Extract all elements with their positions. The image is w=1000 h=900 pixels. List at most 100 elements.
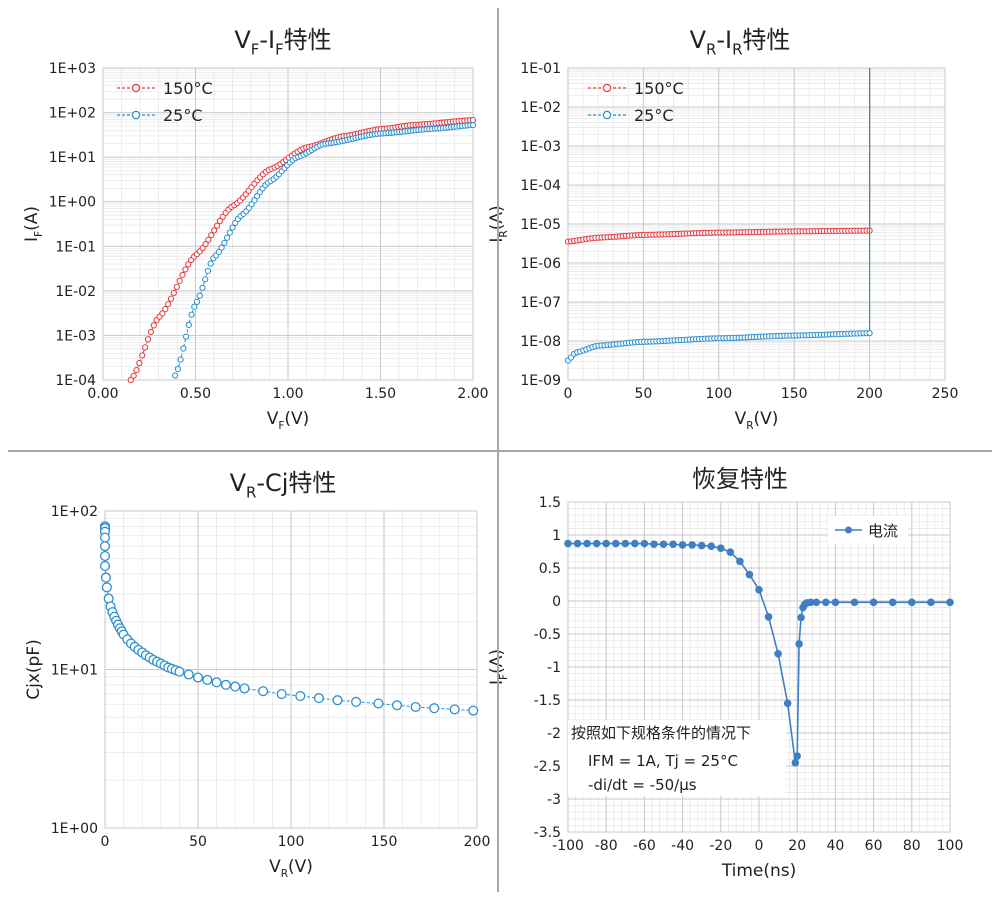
- y-tick-label: 1E-02: [55, 284, 96, 300]
- data-point: [659, 540, 668, 549]
- x-tick-label: 20: [788, 838, 806, 854]
- x-tick-label: 80: [903, 838, 921, 854]
- x-tick-label: 200: [856, 386, 883, 402]
- data-point: [211, 227, 218, 234]
- data-point: [791, 758, 800, 767]
- data-point: [573, 539, 582, 548]
- y-tick-label: 1E-05: [520, 217, 561, 233]
- recovery-chart: -100 -80 -60 -40 -20 0 20 40 60 80 100 1.5 1 0.5 0 -0.5…: [487, 465, 963, 881]
- data-point: [678, 541, 687, 549]
- horizontal-divider: [8, 450, 992, 452]
- data-point: [429, 703, 440, 714]
- data-point: [191, 303, 198, 310]
- x-tick-label: 100: [278, 834, 305, 850]
- x-tick-label: -80: [595, 838, 618, 854]
- data-point: [351, 696, 362, 707]
- x-tick-label: 250: [932, 386, 959, 402]
- legend-label: 电流: [868, 522, 898, 540]
- data-point: [182, 333, 190, 340]
- data-point: [793, 752, 802, 760]
- data-point: [736, 557, 744, 566]
- legend: 电流: [828, 516, 908, 544]
- data-point: [230, 681, 241, 692]
- x-axis-label: VF(V): [267, 409, 310, 432]
- data-point: [185, 261, 192, 268]
- x-tick-label: 50: [189, 834, 207, 850]
- x-tick-label: 1.00: [272, 386, 303, 402]
- data-point: [215, 248, 222, 256]
- y-tick-label: 1E-09: [520, 373, 561, 389]
- data-point: [213, 222, 221, 229]
- data-point: [229, 224, 236, 231]
- x-tick-label: -60: [633, 838, 656, 854]
- y-tick-label: 0: [552, 594, 561, 610]
- annotation-line: -di/dt = -50/μs: [588, 776, 697, 794]
- vf-if-chart: 0.00 0.50 1.00 1.50 2.00 1E-04 1E-03 1E-02 1E-01…: [22, 26, 489, 432]
- y-tick-label: -2: [547, 726, 561, 742]
- data-point: [797, 613, 805, 622]
- x-tick-label: 100: [705, 386, 732, 402]
- data-point: [631, 539, 639, 548]
- data-point: [621, 539, 630, 548]
- legend-label: 25°C: [163, 106, 203, 125]
- data-point: [127, 376, 134, 384]
- data-point: [295, 690, 306, 702]
- data-point: [564, 539, 572, 548]
- y-tick-label: 1E+03: [49, 61, 96, 77]
- y-tick-label: 1E-02: [520, 100, 561, 116]
- data-point: [147, 328, 154, 336]
- series-line: [104, 526, 474, 712]
- data-point: [193, 298, 201, 305]
- x-tick-label: 0.50: [180, 386, 211, 402]
- y-tick-label: 1E+01: [49, 150, 96, 166]
- data-point: [822, 598, 830, 607]
- data-point: [208, 232, 215, 239]
- legend-label: 150°C: [163, 79, 213, 98]
- legend-label: 25°C: [634, 106, 674, 125]
- y-tick-label: -1: [547, 660, 561, 676]
- y-tick-label: 1E-07: [520, 295, 561, 311]
- x-axis-label: Time(ns): [721, 861, 797, 881]
- data-point: [199, 284, 206, 292]
- data-point: [207, 260, 214, 267]
- data-point: [239, 683, 250, 694]
- data-point: [276, 689, 287, 700]
- data-point: [99, 560, 111, 572]
- data-point: [202, 276, 209, 283]
- y-axis-label-group: Cjx(pF): [24, 639, 44, 700]
- chart-title: VR-Cj特性: [230, 469, 337, 502]
- data-point: [783, 699, 792, 708]
- data-point: [183, 669, 194, 680]
- y-tick-label: -3.5: [534, 825, 561, 841]
- y-tick-label: 1E+02: [51, 504, 98, 520]
- x-tick-label: 40: [826, 838, 844, 854]
- y-tick-label: 1: [552, 528, 561, 544]
- data-point: [182, 266, 189, 273]
- plot-area: [567, 67, 946, 381]
- conditions-annotation: 按照如下规格条件的情况下 IFM = 1A, Tj = 25°C -di/dt = …: [568, 720, 786, 796]
- data-point: [144, 336, 152, 343]
- data-point: [850, 598, 859, 607]
- data-point: [174, 365, 181, 373]
- y-axis-label: IF(A): [22, 206, 45, 242]
- y-tick-label: 0.5: [539, 561, 561, 577]
- legend-marker: [602, 83, 612, 93]
- data-point: [869, 598, 878, 607]
- data-point: [888, 598, 897, 607]
- data-point: [173, 283, 180, 290]
- data-point: [373, 698, 384, 709]
- y-axis-label: Cjx(pF): [24, 639, 44, 700]
- y-axis-label-group: IF(A): [22, 206, 45, 242]
- data-point: [221, 239, 228, 247]
- data-point: [170, 289, 177, 297]
- data-point: [755, 585, 763, 594]
- x-tick-label: 200: [464, 834, 491, 850]
- data-point: [202, 241, 209, 248]
- data-point: [216, 218, 224, 225]
- data-point: [205, 236, 212, 243]
- y-tick-label: 1E-04: [55, 373, 96, 389]
- y-tick-label: 1E-03: [520, 139, 561, 155]
- data-point: [332, 695, 343, 706]
- data-point: [179, 271, 186, 279]
